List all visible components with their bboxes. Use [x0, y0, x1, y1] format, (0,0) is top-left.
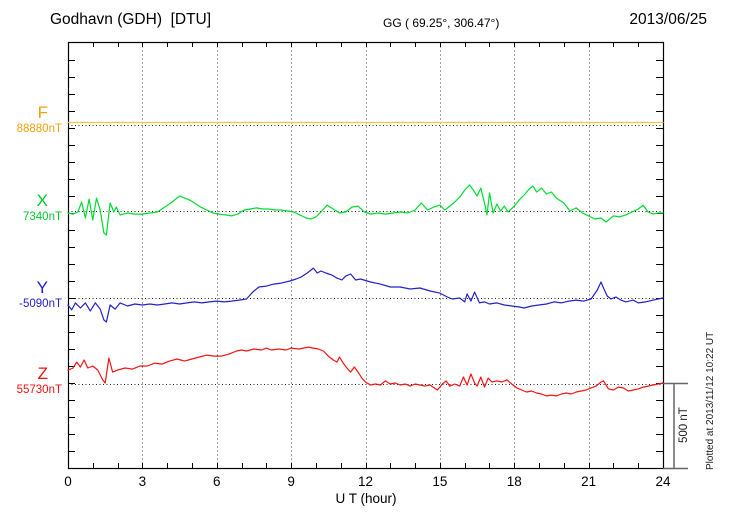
station-title: Godhavn (GDH) [DTU] [50, 11, 212, 28]
channel-label-Z: Z 55730nT [0, 365, 62, 397]
channel-baseline-Z: 55730nT [16, 384, 62, 396]
x-tick-label-6: 6 [213, 474, 221, 489]
scale-bar-label: 500 nT [678, 407, 690, 443]
trace-Z [67, 346, 664, 397]
x-tick-label-15: 15 [432, 474, 448, 489]
x-tick-label-21: 21 [581, 474, 597, 489]
trace-X [67, 184, 664, 236]
x-tick-label-9: 9 [287, 474, 295, 489]
channel-label-F: F 88880nT [0, 104, 62, 136]
channel-baseline-F: 88880nT [16, 123, 62, 135]
channel-baseline-Y: -5090nT [19, 298, 62, 310]
channel-letter-X: X [36, 191, 48, 210]
plot-date: 2013/06/25 [629, 11, 707, 28]
x-axis-title: U T (hour) [335, 491, 397, 506]
x-tick-label-18: 18 [506, 474, 522, 489]
x-tick-label-3: 3 [138, 474, 147, 489]
channel-letter-Z: Z [37, 364, 48, 383]
plotted-timestamp-note: Plotted at 2013/11/12 10:22 UT [705, 331, 716, 471]
channel-label-X: X 7340nT [0, 192, 62, 224]
geographic-coordinates: GG ( 69.25°, 306.47°) [383, 16, 500, 30]
channel-label-Y: Y -5090nT [0, 279, 62, 311]
channel-letter-F: F [37, 103, 48, 122]
x-tick-label-24: 24 [655, 474, 671, 489]
x-tick-label-12: 12 [357, 474, 374, 489]
trace-Y [67, 267, 664, 323]
channel-baseline-X: 7340nT [22, 211, 62, 223]
channel-letter-Y: Y [36, 278, 48, 297]
x-tick-label-0: 0 [64, 474, 72, 489]
